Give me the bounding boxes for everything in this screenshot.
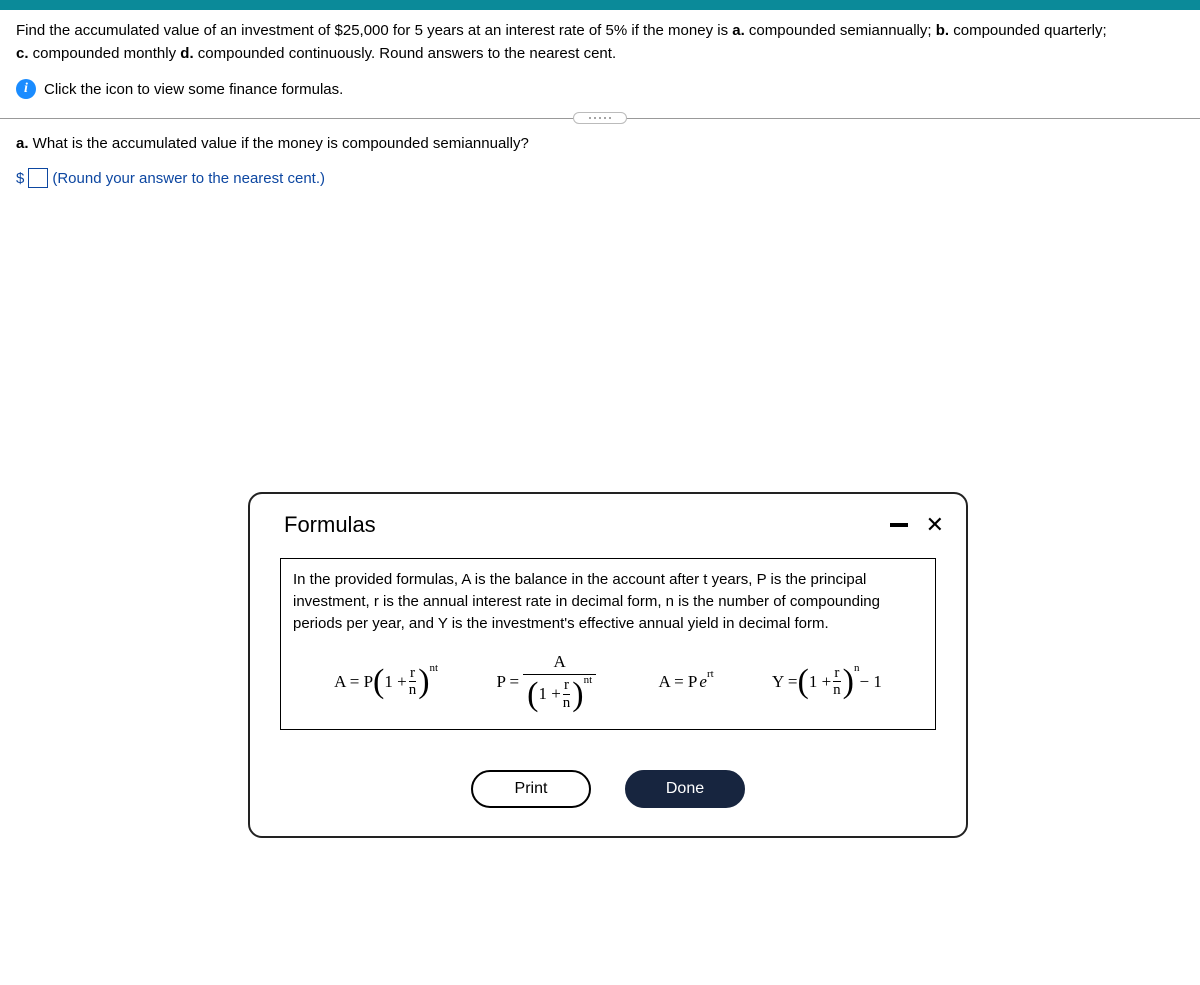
formula-present-value: P = A ( 1 + r n )nt [496, 652, 600, 711]
f3-pre: A = P [659, 672, 698, 692]
part-a-question: a. What is the accumulated value if the … [16, 135, 1184, 152]
f4-den: n [833, 681, 841, 699]
answer-hint: (Round your answer to the nearest cent.) [52, 170, 325, 187]
f2-exp: nt [584, 674, 593, 686]
formula-compound: A = P ( 1 + r n )nt [334, 665, 438, 699]
section-divider [0, 109, 1200, 127]
text-d: compounded continuously. Round answers t… [194, 45, 616, 62]
f2-fd: n [563, 694, 571, 712]
modal-title: Formulas [284, 512, 376, 538]
label-b: b. [936, 22, 949, 39]
modal-header: Formulas ✕ [250, 494, 966, 548]
f2-fn: r [564, 677, 569, 694]
f2-lhs: P = [496, 672, 519, 692]
f4-lhs: Y = [772, 672, 797, 692]
text-b: compounded quarterly; [949, 22, 1107, 39]
f4-inner: 1 + [809, 672, 831, 692]
formulas-modal: Formulas ✕ In the provided formulas, A i… [248, 492, 968, 838]
f3-exp: rt [707, 668, 714, 680]
info-link-text[interactable]: Click the icon to view some finance form… [44, 81, 343, 98]
modal-controls: ✕ [890, 514, 944, 536]
f1-num: r [410, 665, 415, 682]
f4-tail: − 1 [859, 672, 881, 692]
formula-yield: Y = ( 1 + r n )n − 1 [772, 665, 882, 699]
f1-exp: nt [430, 662, 439, 674]
label-a: a. [732, 22, 745, 39]
info-link-row[interactable]: i Click the icon to view some finance fo… [16, 79, 1184, 99]
f2-num: A [550, 652, 570, 674]
problem-prefix: Find the accumulated value of an investm… [16, 22, 732, 39]
f1-inner: 1 + [384, 672, 406, 692]
info-icon[interactable]: i [16, 79, 36, 99]
formula-row: A = P ( 1 + r n )nt P = A [293, 652, 923, 711]
divider-handle[interactable] [573, 112, 627, 124]
formula-description: In the provided formulas, A is the balan… [293, 569, 923, 634]
currency-symbol: $ [16, 170, 24, 187]
formula-box: In the provided formulas, A is the balan… [280, 558, 936, 730]
answer-row: $ (Round your answer to the nearest cent… [16, 168, 1184, 188]
f1-lhs: A = P [334, 672, 373, 692]
done-button[interactable]: Done [625, 770, 745, 808]
f3-e: e [699, 672, 707, 692]
answer-input[interactable] [28, 168, 48, 188]
f4-num: r [834, 665, 839, 682]
close-icon[interactable]: ✕ [926, 514, 944, 536]
f4-exp: n [854, 662, 860, 674]
f2-inner: 1 + [538, 684, 560, 704]
label-c: c. [16, 45, 29, 62]
formula-continuous: A = P ert [659, 672, 714, 692]
problem-content: Find the accumulated value of an investm… [0, 10, 1200, 188]
problem-statement: Find the accumulated value of an investm… [16, 20, 1184, 65]
label-d: d. [180, 45, 193, 62]
text-c: compounded monthly [29, 45, 181, 62]
minimize-icon[interactable] [890, 523, 908, 527]
f1-den: n [409, 681, 417, 699]
modal-body: In the provided formulas, A is the balan… [250, 548, 966, 750]
text-a: compounded semiannually; [745, 22, 936, 39]
part-a-label: a. [16, 135, 29, 152]
print-button[interactable]: Print [471, 770, 591, 808]
modal-footer: Print Done [250, 750, 966, 836]
window-topbar [0, 0, 1200, 10]
part-a-text: What is the accumulated value if the mon… [29, 135, 529, 152]
